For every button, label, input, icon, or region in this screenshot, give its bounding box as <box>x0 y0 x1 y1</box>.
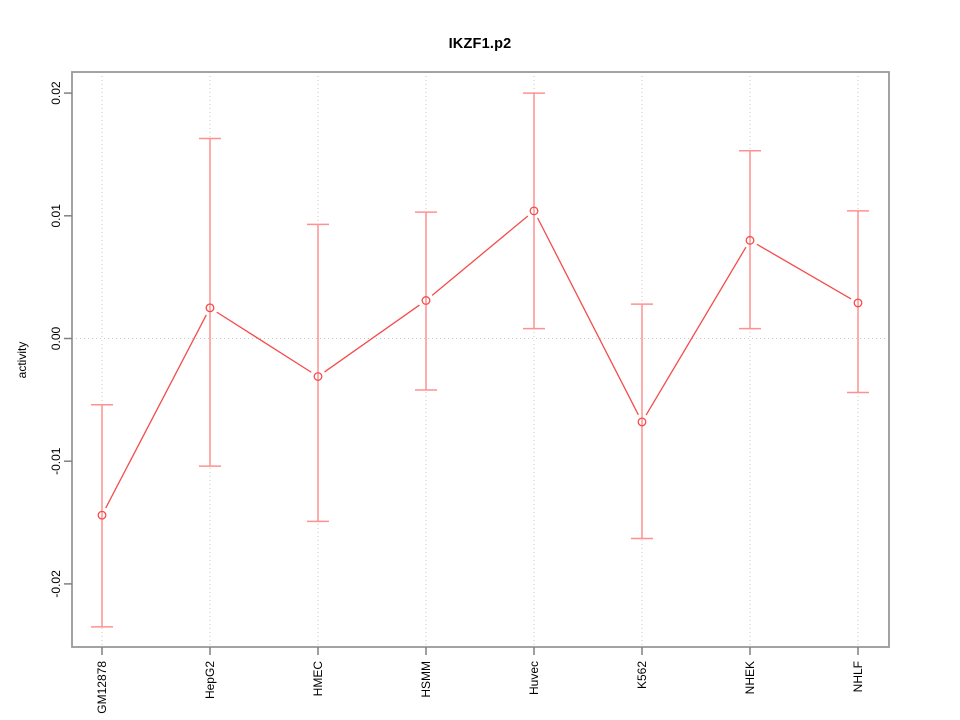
y-tick-label: 0.02 <box>49 81 63 105</box>
series-segment-HMEC-HSMM <box>324 304 420 373</box>
y-tick-label: -0.01 <box>49 447 63 475</box>
y-tick-label: 0.01 <box>49 204 63 228</box>
series-segment-HSMM-Huvec <box>431 215 529 296</box>
series-segment-GM12878-HepG2 <box>105 314 207 509</box>
data-point-NHEK <box>745 235 755 245</box>
x-tick-label-K562: K562 <box>635 661 649 689</box>
x-tick-label-HepG2: HepG2 <box>203 661 217 699</box>
series-segment-NHEK-NHLF <box>756 243 852 300</box>
data-point-HSMM <box>421 296 431 305</box>
series-segment-Huvec-K562 <box>537 217 639 416</box>
x-tick-label-HSMM: HSMM <box>419 661 433 698</box>
data-point-GM12878 <box>97 510 107 520</box>
series-segment-HepG2-HMEC <box>216 311 312 373</box>
data-point-K562 <box>637 417 647 427</box>
x-tick-label-GM12878: GM12878 <box>95 661 109 714</box>
data-point-Huvec <box>529 206 539 216</box>
series-segment-K562-NHEK <box>645 246 747 416</box>
data-point-HepG2 <box>205 303 215 313</box>
data-point-HMEC <box>313 372 323 381</box>
x-tick-label-NHEK: NHEK <box>743 661 757 694</box>
y-tick-label: -0.02 <box>49 570 63 598</box>
x-tick-label-HMEC: HMEC <box>311 661 325 697</box>
x-tick-label-Huvec: Huvec <box>527 661 541 695</box>
data-point-NHLF <box>853 298 863 308</box>
y-tick-label: 0.00 <box>49 326 63 350</box>
chart-title: IKZF1.p2 <box>448 36 512 52</box>
y-axis-title: activity <box>15 341 29 379</box>
x-tick-label-NHLF: NHLF <box>851 661 865 692</box>
plot-frame <box>71 71 890 648</box>
